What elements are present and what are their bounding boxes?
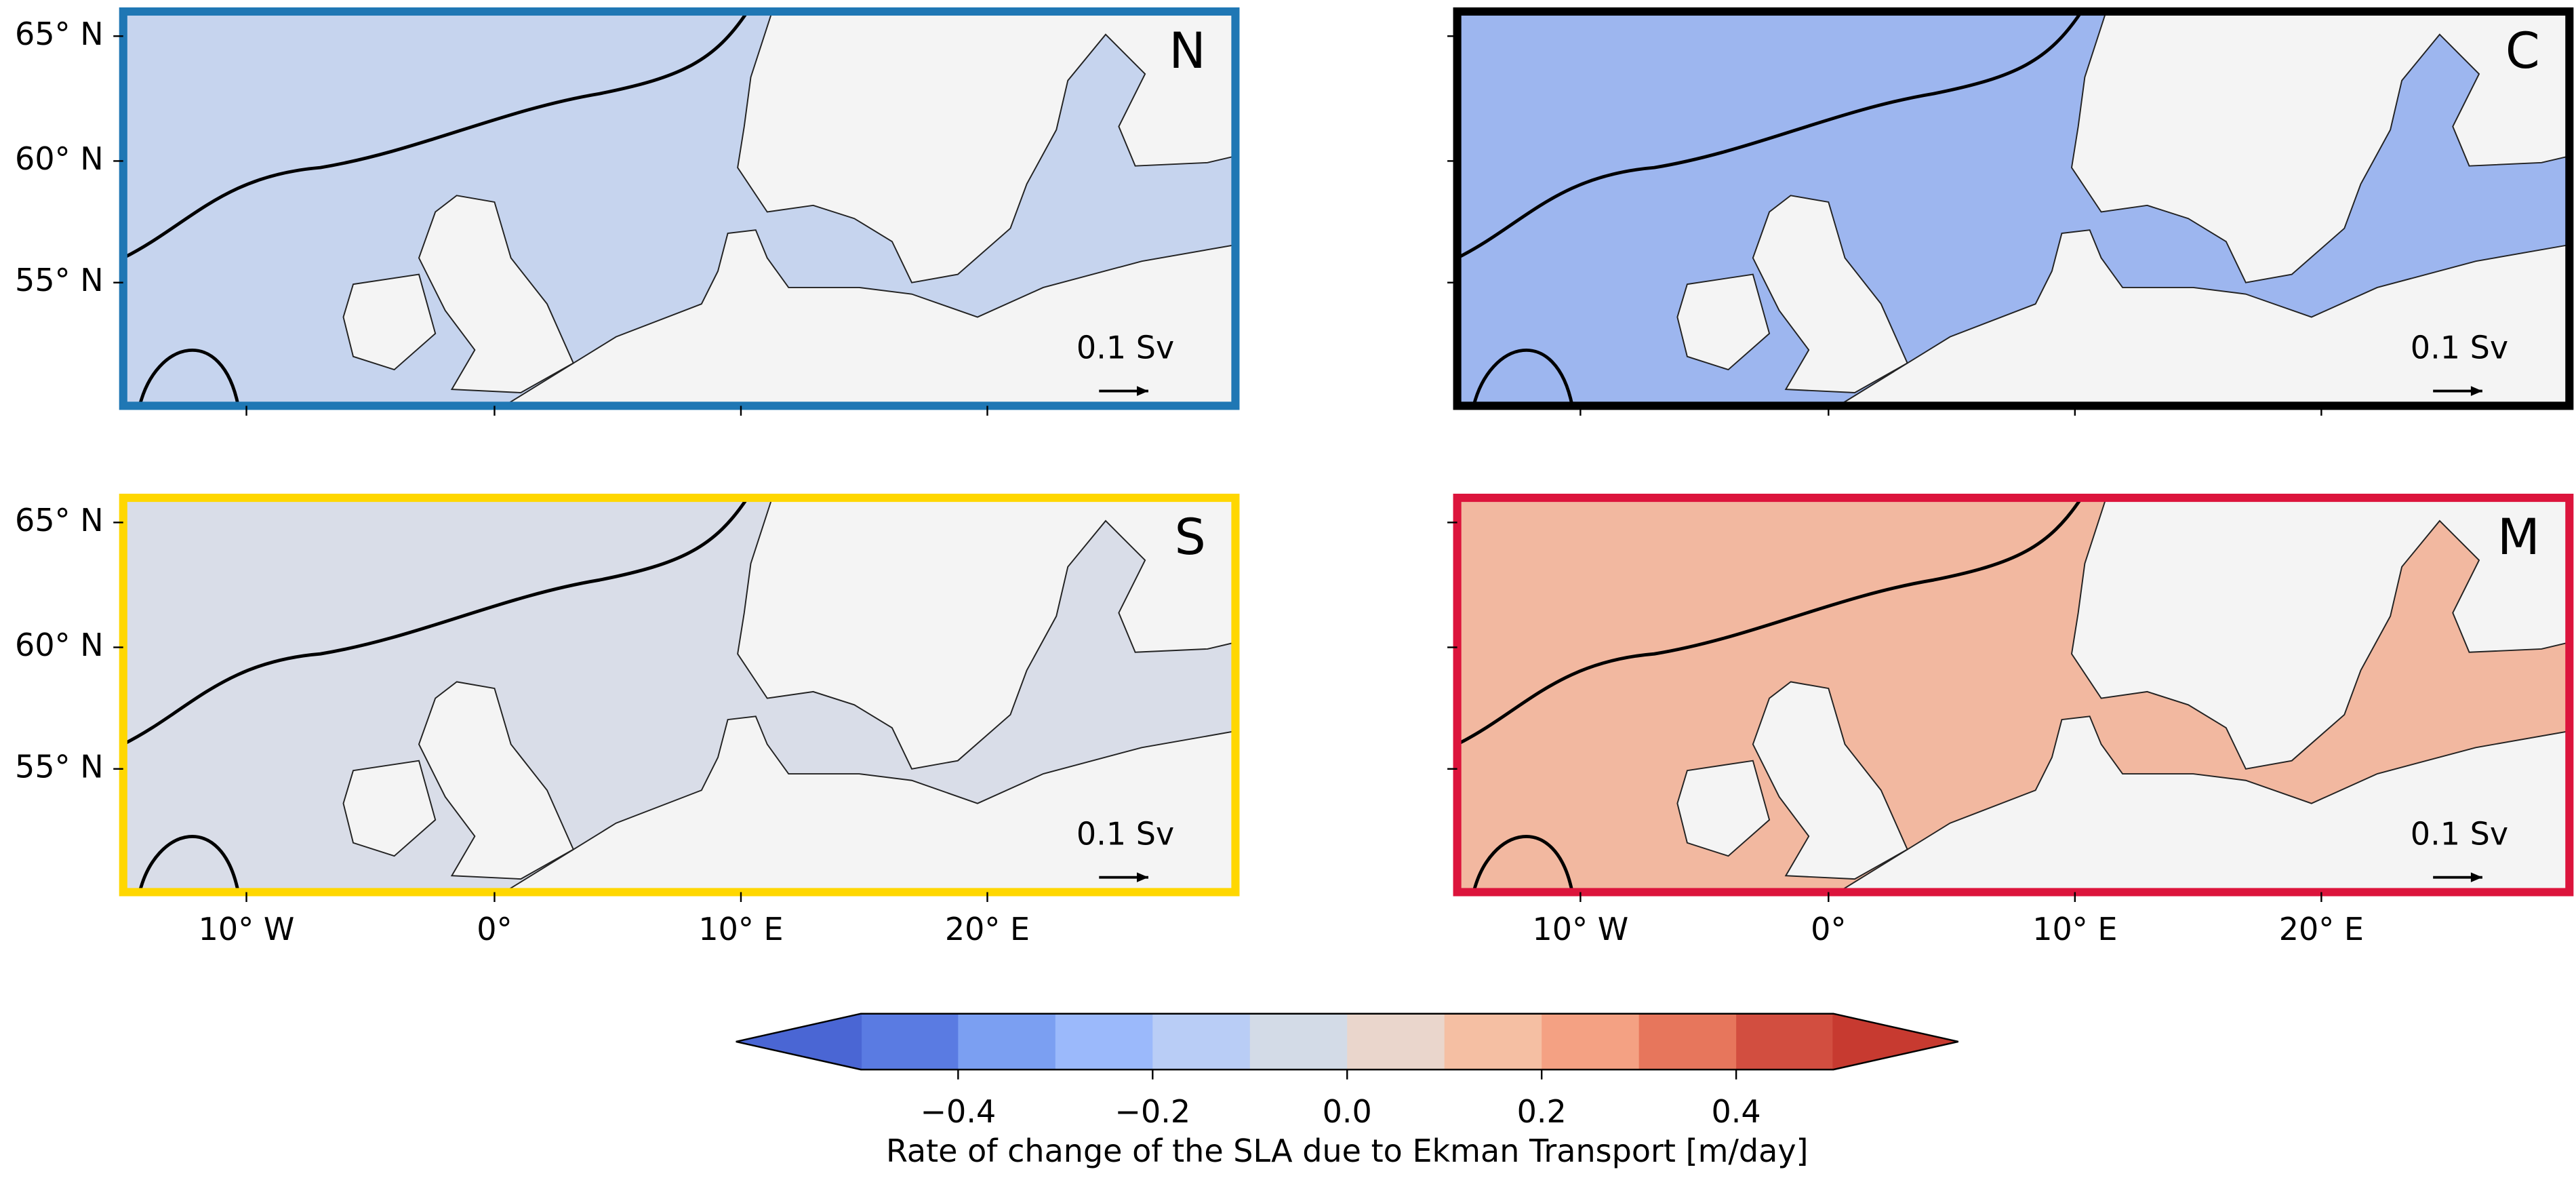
map-panel: S 0.1 Sv 65° N 60° N 55° N 10° W 0° 10° E 20° E [15, 493, 1240, 947]
colorbar-tick-label: 0.2 [1517, 1093, 1567, 1130]
colorbar-tick-label: 0.0 [1323, 1093, 1372, 1130]
scale-label: 0.1 Sv [2411, 330, 2508, 366]
panel-border [1453, 7, 2574, 410]
colorbar-segment [860, 1013, 959, 1070]
shelf-contour [1457, 11, 2083, 406]
lat-tick-label: 55° N [15, 748, 104, 785]
scale-label: 0.1 Sv [2411, 816, 2508, 852]
map-panel: M 0.1 Sv 10° W 0° 10° E 20° E [1447, 493, 2574, 947]
map-panel: C 0.1 Sv [1447, 7, 2574, 416]
panel-border [119, 493, 1240, 897]
colorbar-tick-label: 0.4 [1712, 1093, 1761, 1130]
colorbar-segment [1638, 1013, 1737, 1070]
scale-arrowhead [2470, 872, 2482, 882]
lat-tick-label: 60° N [15, 140, 104, 177]
lon-tick-label: 10° W [1533, 911, 1629, 947]
panel-border [119, 7, 1240, 410]
lat-tick-label: 60° N [15, 627, 104, 663]
scale-label: 0.1 Sv [1076, 816, 1174, 852]
lon-tick-label: 0° [1811, 911, 1846, 947]
colorbar-segment [1249, 1013, 1348, 1070]
shelf-contour [1457, 498, 2083, 892]
shelf-contour [123, 498, 749, 892]
lon-tick-label: 10° E [2032, 911, 2117, 947]
panel-label: S [1175, 509, 1206, 566]
colorbar-over [1832, 1013, 1958, 1070]
map-body [1457, 11, 2570, 406]
panel-border [1453, 493, 2574, 897]
scale-label: 0.1 Sv [1076, 330, 1174, 366]
shelf-contour [123, 11, 749, 406]
panel-label: M [2497, 509, 2540, 566]
colorbar-segment [1347, 1013, 1445, 1070]
colorbar-segment [1055, 1013, 1154, 1070]
colorbar-tick-label: −0.2 [1114, 1093, 1190, 1130]
map-panel: N 0.1 Sv 65° N 60° N 55° N [15, 7, 1240, 416]
map-body [123, 498, 1236, 892]
colorbar-segment [1444, 1013, 1543, 1070]
map-body [123, 11, 1236, 406]
lon-tick-label: 20° E [2279, 911, 2364, 947]
panel-label: C [2505, 23, 2540, 80]
lat-tick-label: 55° N [15, 262, 104, 298]
colorbar-label: Rate of change of the SLA due to Ekman T… [886, 1133, 1809, 1169]
lat-tick-label: 65° N [15, 16, 104, 52]
map-body [1457, 498, 2570, 892]
lon-tick-label: 10° W [199, 911, 295, 947]
colorbar-segment [1736, 1013, 1834, 1070]
lat-tick-label: 65° N [15, 502, 104, 538]
colorbar-segment [958, 1013, 1057, 1070]
panel-label: N [1169, 23, 1205, 80]
colorbar-segment [1542, 1013, 1640, 1070]
lon-tick-label: 10° E [698, 911, 783, 947]
lon-tick-label: 20° E [945, 911, 1030, 947]
scale-arrowhead [2470, 386, 2482, 396]
scale-arrowhead [1137, 386, 1149, 396]
scale-arrowhead [1137, 872, 1149, 882]
colorbar-outline [736, 1013, 1959, 1071]
colorbar-under [736, 1013, 862, 1070]
colorbar-tick-label: −0.4 [920, 1093, 996, 1130]
colorbar-segment [1152, 1013, 1251, 1070]
lon-tick-label: 0° [477, 911, 512, 947]
